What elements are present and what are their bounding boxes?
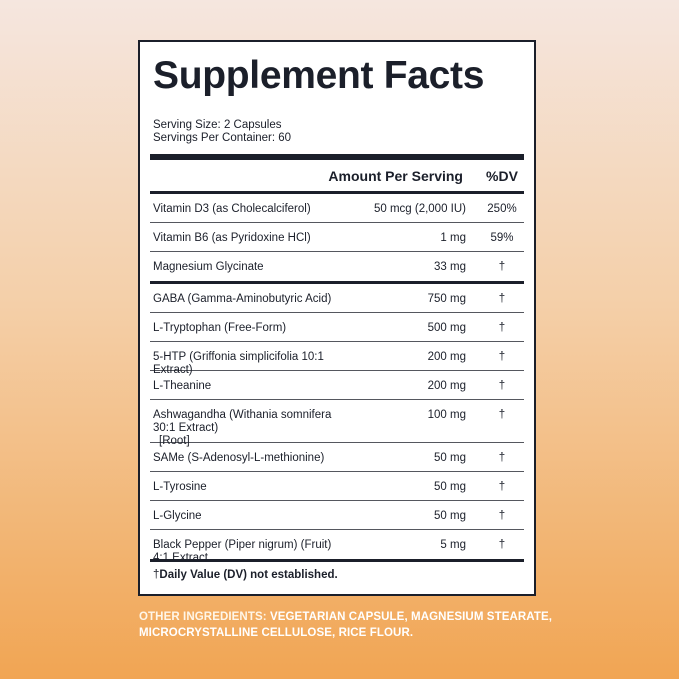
ingredient-name: L-Tryptophan (Free-Form)	[153, 322, 287, 334]
section-divider	[150, 281, 524, 284]
table-row: Vitamin B6 (as Pyridoxine HCl) 1 mg 59%	[150, 223, 524, 252]
table-row: Black Pepper (Piper nigrum) (Fruit) 4:1 …	[150, 530, 524, 564]
ingredient-amount: 200 mg	[427, 351, 466, 363]
other-ingredients-text: VEGETARIAN CAPSULE, MAGNESIUM STEARATE, …	[139, 611, 553, 639]
footnote-divider	[150, 559, 524, 562]
ingredient-amount: 750 mg	[427, 293, 466, 305]
ingredient-dv: †	[498, 539, 506, 551]
table-row: L-Tryptophan (Free-Form) 500 mg †	[150, 313, 524, 342]
ingredient-dv: †	[498, 261, 506, 273]
panel-title: Supplement Facts	[153, 54, 485, 97]
table-row: L-Theanine 200 mg †	[150, 371, 524, 400]
ingredient-dv: †	[498, 409, 506, 421]
ingredient-name-line2: [Root]	[159, 435, 190, 447]
dagger-symbol: †	[153, 569, 160, 581]
ingredient-dv: †	[498, 293, 506, 305]
footnote-text: Daily Value (DV) not established.	[159, 569, 338, 581]
table-row: SAMe (S-Adenosyl-L-methionine) 50 mg †	[150, 443, 524, 472]
other-ingredients: OTHER INGREDIENTS: VEGETARIAN CAPSULE, M…	[139, 609, 559, 641]
ingredient-name: Vitamin D3 (as Cholecalciferol)	[153, 203, 311, 215]
ingredient-amount: 500 mg	[427, 322, 466, 334]
ingredient-name: L-Tyrosine	[153, 481, 207, 493]
ingredient-dv: 250%	[487, 203, 517, 215]
ingredient-amount: 50 mcg (2,000 IU)	[373, 203, 466, 215]
ingredient-dv: †	[498, 380, 506, 392]
ingredient-amount: 1 mg	[440, 232, 466, 244]
ingredient-name: 5-HTP (Griffonia simplicifolia 10:1 Extr…	[153, 351, 324, 376]
table-row: GABA (Gamma-Aminobutyric Acid) 750 mg †	[150, 284, 524, 313]
table-row: L-Tyrosine 50 mg †	[150, 472, 524, 501]
ingredient-amount: 200 mg	[427, 380, 466, 392]
ingredient-dv: †	[498, 322, 506, 334]
thick-divider	[150, 154, 524, 160]
ingredient-name: Black Pepper (Piper nigrum) (Fruit) 4:1 …	[153, 539, 332, 564]
ingredient-dv: 59%	[490, 232, 514, 244]
header-amount: Amount Per Serving	[328, 167, 463, 184]
servings-per-container: Servings Per Container: 60	[153, 132, 292, 144]
header-divider	[150, 191, 524, 194]
ingredient-amount: 50 mg	[434, 452, 466, 464]
supplement-facts-panel: Supplement Facts Serving Size: 2 Capsule…	[138, 40, 536, 596]
ingredient-name: Vitamin B6 (as Pyridoxine HCl)	[153, 232, 311, 244]
ingredient-name: GABA (Gamma-Aminobutyric Acid)	[153, 293, 332, 305]
header-dv: %DV	[486, 167, 518, 184]
ingredient-dv: †	[498, 481, 506, 493]
table-header: Amount Per Serving %DV	[150, 160, 524, 191]
ingredient-dv: †	[498, 510, 506, 522]
ingredient-amount: 33 mg	[434, 261, 466, 273]
ingredient-dv: †	[498, 351, 506, 363]
table-row: L-Glycine 50 mg †	[150, 501, 524, 530]
ingredient-name: SAMe (S-Adenosyl-L-methionine)	[153, 452, 325, 464]
table-row: Vitamin D3 (as Cholecalciferol) 50 mcg (…	[150, 194, 524, 223]
ingredient-amount: 50 mg	[434, 481, 466, 493]
table-row: 5-HTP (Griffonia simplicifolia 10:1 Extr…	[150, 342, 524, 376]
table-row: Ashwagandha (Withania somnifera 30:1 Ext…	[150, 400, 524, 447]
ingredient-amount: 100 mg	[427, 409, 466, 421]
ingredient-amount: 50 mg	[434, 510, 466, 522]
ingredient-rows: Vitamin D3 (as Cholecalciferol) 50 mcg (…	[150, 194, 524, 564]
serving-size: Serving Size: 2 Capsules	[153, 119, 282, 131]
footnote: †Daily Value (DV) not established.	[150, 562, 524, 581]
ingredient-name: Magnesium Glycinate	[153, 261, 264, 273]
ingredient-amount: 5 mg	[440, 539, 466, 551]
ingredient-name-line1: Ashwagandha (Withania somnifera 30:1 Ext…	[153, 409, 332, 434]
other-ingredients-label: OTHER INGREDIENTS:	[139, 611, 267, 623]
ingredient-name: Ashwagandha (Withania somnifera 30:1 Ext…	[150, 409, 336, 448]
ingredient-dv: †	[498, 452, 506, 464]
ingredient-name: L-Theanine	[153, 380, 212, 392]
ingredient-name: L-Glycine	[153, 510, 202, 522]
serving-info: Serving Size: 2 Capsules Servings Per Co…	[153, 119, 524, 145]
table-row: Magnesium Glycinate 33 mg †	[150, 252, 524, 281]
